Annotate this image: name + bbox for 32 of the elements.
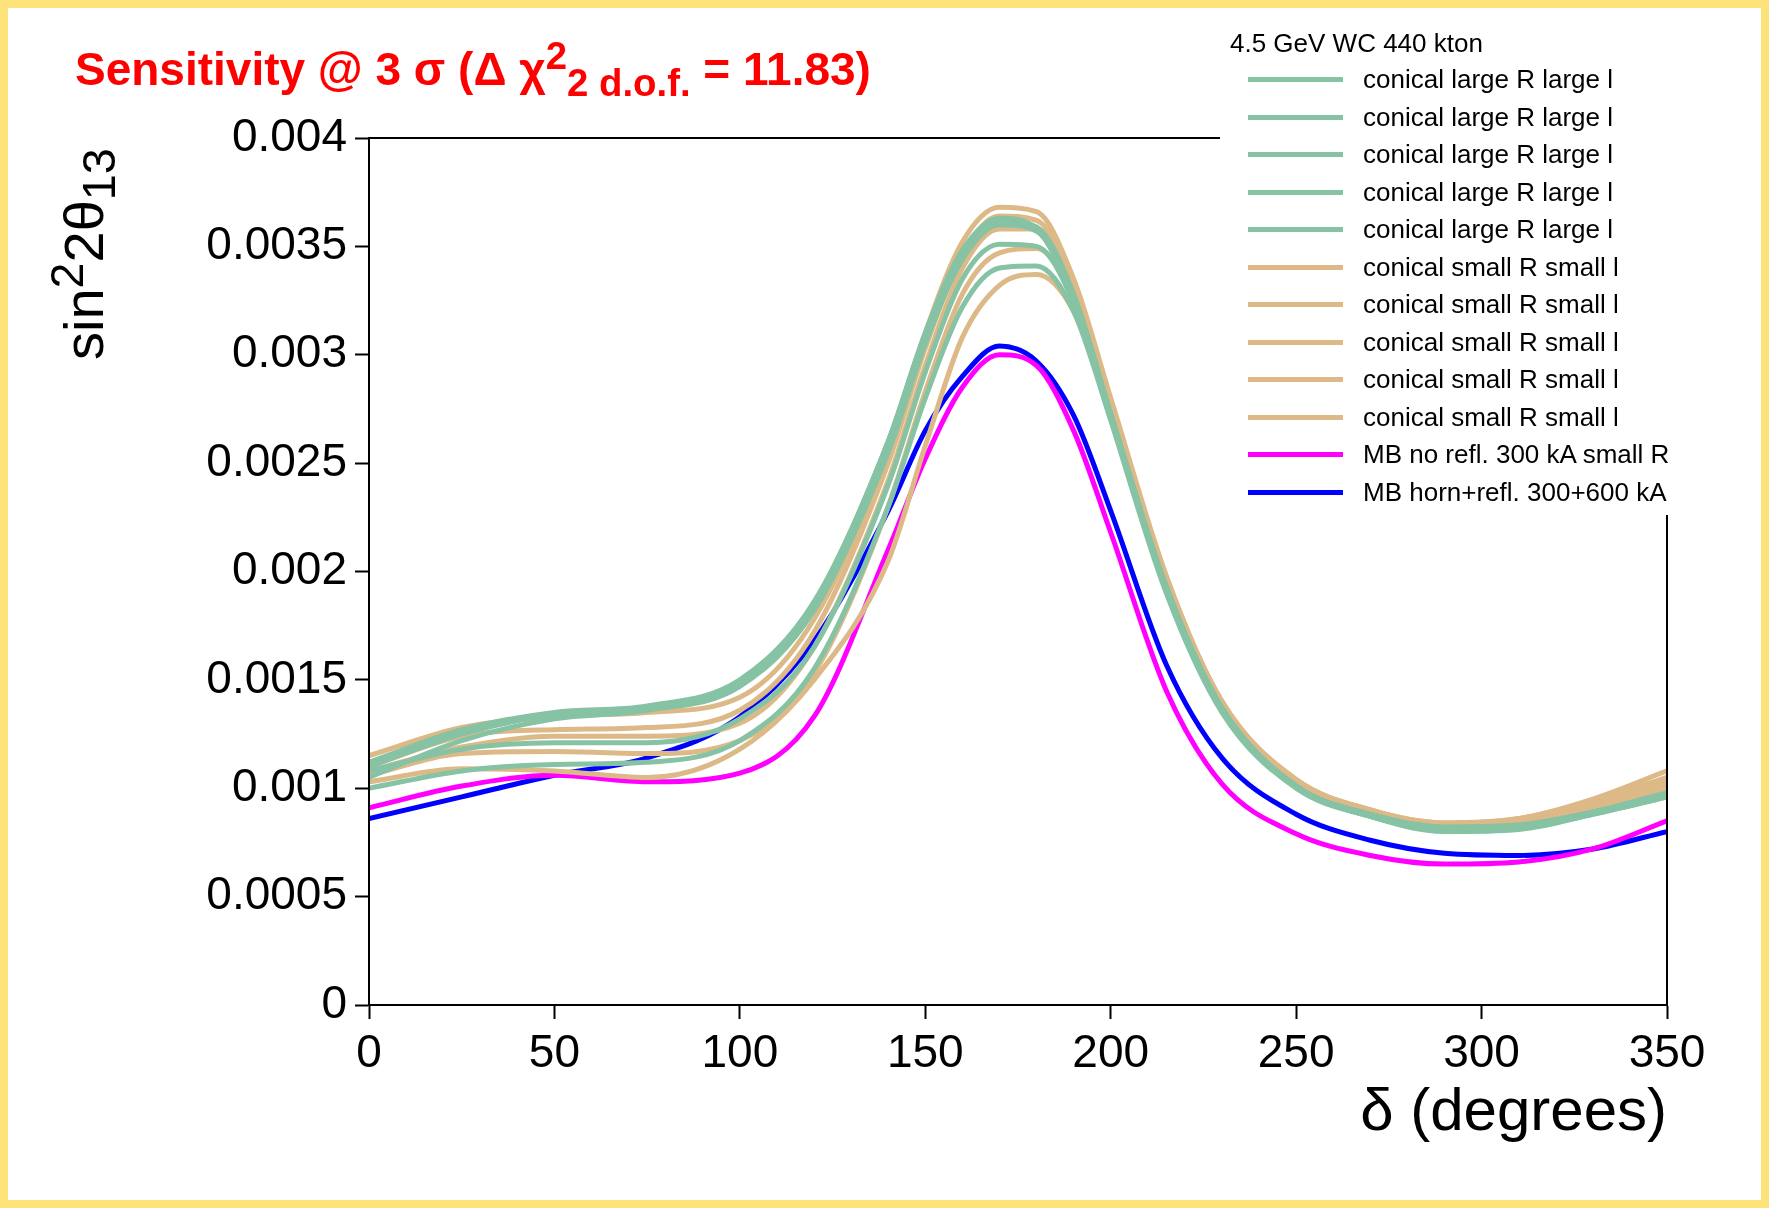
legend-label: MB no refl. 300 kA small R bbox=[1363, 439, 1670, 471]
chart-title: Sensitivity @ 3 σ (Δ χ$^{2}$$_{2 d.o.f.}$ = 11.83) bbox=[75, 34, 871, 105]
x-tick-label: 200 bbox=[1072, 1025, 1150, 1078]
x-tick-label: 0 bbox=[356, 1025, 382, 1078]
x-tick-label: 100 bbox=[701, 1025, 779, 1078]
legend-label: conical large R large l bbox=[1363, 139, 1614, 171]
y-tick-label: 0.0025 bbox=[206, 433, 347, 486]
y-tick-label: 0.0005 bbox=[206, 867, 347, 920]
y-tick-label: 0.001 bbox=[231, 758, 347, 811]
legend-label: conical small R small l bbox=[1363, 289, 1619, 321]
legend-title: 4.5 GeV WC 440 kton bbox=[1230, 28, 1484, 59]
x-tick-label: 150 bbox=[886, 1025, 964, 1078]
legend-label: conical large R large l bbox=[1363, 64, 1614, 96]
y-tick-label: 0.004 bbox=[231, 108, 347, 161]
y-tick-label: 0.003 bbox=[231, 325, 347, 378]
x-tick-label: 300 bbox=[1443, 1025, 1520, 1078]
y-tick-label: 0.0015 bbox=[206, 650, 347, 703]
x-tick-label: 350 bbox=[1628, 1025, 1706, 1078]
x-axis-title: δ (degrees) bbox=[1360, 1075, 1667, 1144]
x-tick-label: 250 bbox=[1257, 1025, 1335, 1078]
legend-label: conical large R large l bbox=[1363, 214, 1614, 246]
legend-label: conical large R large l bbox=[1363, 101, 1614, 133]
legend-label: conical large R large l bbox=[1363, 176, 1614, 208]
x-tick-label: 50 bbox=[528, 1025, 581, 1078]
legend-label: conical small R small l bbox=[1363, 251, 1619, 283]
y-tick-label: 0.0035 bbox=[206, 217, 347, 270]
y-tick-label: 0.002 bbox=[231, 542, 347, 595]
legend-label: MB horn+refl. 300+600 kA bbox=[1363, 476, 1667, 508]
y-tick-label: 0 bbox=[321, 975, 347, 1028]
legend-label: conical small R small l bbox=[1363, 401, 1619, 433]
legend-label: conical small R small l bbox=[1363, 326, 1619, 358]
legend-label: conical small R small l bbox=[1363, 364, 1619, 396]
